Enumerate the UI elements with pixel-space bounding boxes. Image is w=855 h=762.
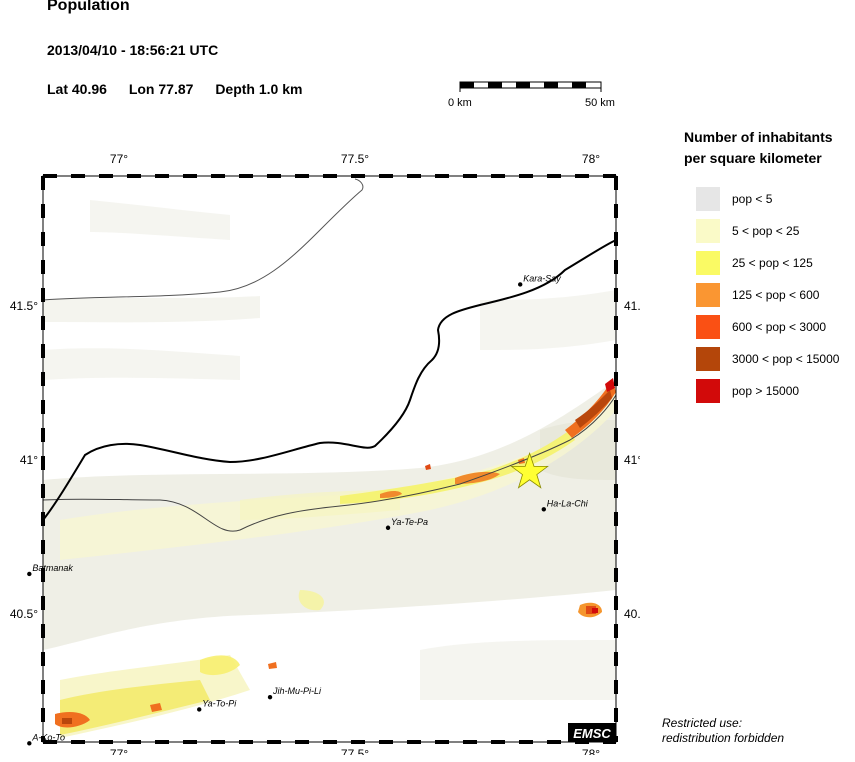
x-tick-label-top: 77° [110, 152, 128, 166]
y-tick-label-right: 40.5° [624, 607, 640, 621]
legend-items: pop < 5 5 < pop < 25 25 < pop < 125 125 < p… [696, 187, 850, 403]
city-marker[interactable]: Ha-La-Chi [541, 498, 589, 512]
legend-swatch [696, 379, 720, 403]
city-label: Ha-La-Chi [547, 498, 589, 508]
population-map[interactable]: 77°77°77.5°77.5°78°78°78.5°78.5°79°79°41… [0, 145, 640, 755]
city-dot [197, 707, 202, 712]
legend-swatch [696, 187, 720, 211]
emsc-watermark: EMSC [573, 726, 611, 741]
population-layer [43, 178, 616, 738]
city-label: Kara-Say [523, 273, 561, 283]
legend-title-line1: Number of inhabitants [684, 129, 833, 145]
legend-swatch [696, 251, 720, 275]
legend-item: 5 < pop < 25 [696, 219, 850, 243]
legend-swatch [696, 347, 720, 371]
legend-label: 5 < pop < 25 [732, 224, 800, 238]
city-marker[interactable]: Ya-Te-Pa [385, 517, 428, 530]
legend-label: pop < 5 [732, 192, 773, 206]
city-label: Jih-Mu-Pi-Li [272, 686, 322, 696]
disclaimer-line1: Restricted use: [662, 716, 743, 730]
x-tick-label-top: 78° [582, 152, 600, 166]
y-tick-label-right: 41° [624, 453, 640, 467]
legend-item: 25 < pop < 125 [696, 251, 850, 275]
legend-label: 600 < pop < 3000 [732, 320, 827, 334]
legend-label: 125 < pop < 600 [732, 288, 820, 302]
legend-label: 3000 < pop < 15000 [732, 352, 840, 366]
city-marker[interactable]: Jih-Mu-Pi-Li [267, 686, 322, 700]
legend-item: 125 < pop < 600 [696, 283, 850, 307]
city-marker[interactable]: A-Ko-To [27, 732, 65, 746]
emsc-watermark-box [568, 723, 616, 742]
y-tick-label-left: 41° [20, 453, 38, 467]
legend-item: 600 < pop < 3000 [696, 315, 850, 339]
legend-item: pop < 5 [696, 187, 850, 211]
y-tick-label-left: 40.5° [10, 607, 38, 621]
city-label: Ya-To-Pi [202, 698, 237, 708]
y-tick-label-left: 41.5° [10, 299, 38, 313]
city-dot [27, 571, 32, 577]
legend-swatch [696, 315, 720, 339]
city-dot [541, 507, 546, 512]
event-datetime: 2013/04/10 - 18:56:21 UTC [47, 42, 219, 58]
city-marker[interactable]: Ya-To-Pi [197, 698, 237, 712]
city-label: Ya-Te-Pa [391, 517, 428, 527]
x-tick-label-bottom: 77° [110, 747, 128, 755]
city-dot [27, 741, 32, 746]
legend-label: pop > 15000 [732, 384, 800, 398]
city-dot [267, 694, 273, 700]
city-marker[interactable]: Batmanak [27, 563, 73, 577]
depth-value: Depth 1.0 km [215, 81, 303, 97]
city-marker[interactable]: Kara-Say [518, 273, 561, 287]
legend-swatch [696, 283, 720, 307]
scale-bar: 0 km 50 km [448, 81, 615, 109]
latitude-value: Lat 40.96 [47, 81, 107, 97]
epicenter-star-icon[interactable] [510, 452, 549, 489]
city-dot [518, 282, 523, 287]
city-dot [385, 525, 391, 530]
legend: Number of inhabitants per square kilomet… [660, 127, 850, 411]
y-tick-label-right: 41.5° [624, 299, 640, 313]
legend-label: 25 < pop < 125 [732, 256, 813, 270]
city-label: Batmanak [32, 563, 73, 573]
map-frame-graduation [41, 174, 618, 744]
x-tick-label-bottom: 77.5° [341, 747, 369, 755]
legend-item: 3000 < pop < 15000 [696, 347, 850, 371]
city-label: A-Ko-To [31, 732, 65, 742]
scale-left-label: 0 km [448, 97, 472, 109]
x-tick-label-top: 77.5° [341, 152, 369, 166]
legend-item: pop > 15000 [696, 379, 850, 403]
longitude-value: Lon 77.87 [128, 81, 194, 97]
disclaimer-line2: redistribution forbidden [662, 731, 785, 745]
scale-right-label: 50 km [585, 97, 615, 109]
event-coordinates: Lat 40.96 Lon 77.87 Depth 1.0 km [47, 81, 320, 97]
disclaimer: Restricted use: redistribution forbidden [662, 716, 784, 746]
x-tick-label-bottom: 78° [582, 747, 600, 755]
legend-swatch [696, 219, 720, 243]
legend-title: Number of inhabitants per square kilomet… [684, 127, 850, 169]
map-title: Population [47, 0, 130, 14]
legend-title-line2: per square kilometer [684, 150, 822, 166]
